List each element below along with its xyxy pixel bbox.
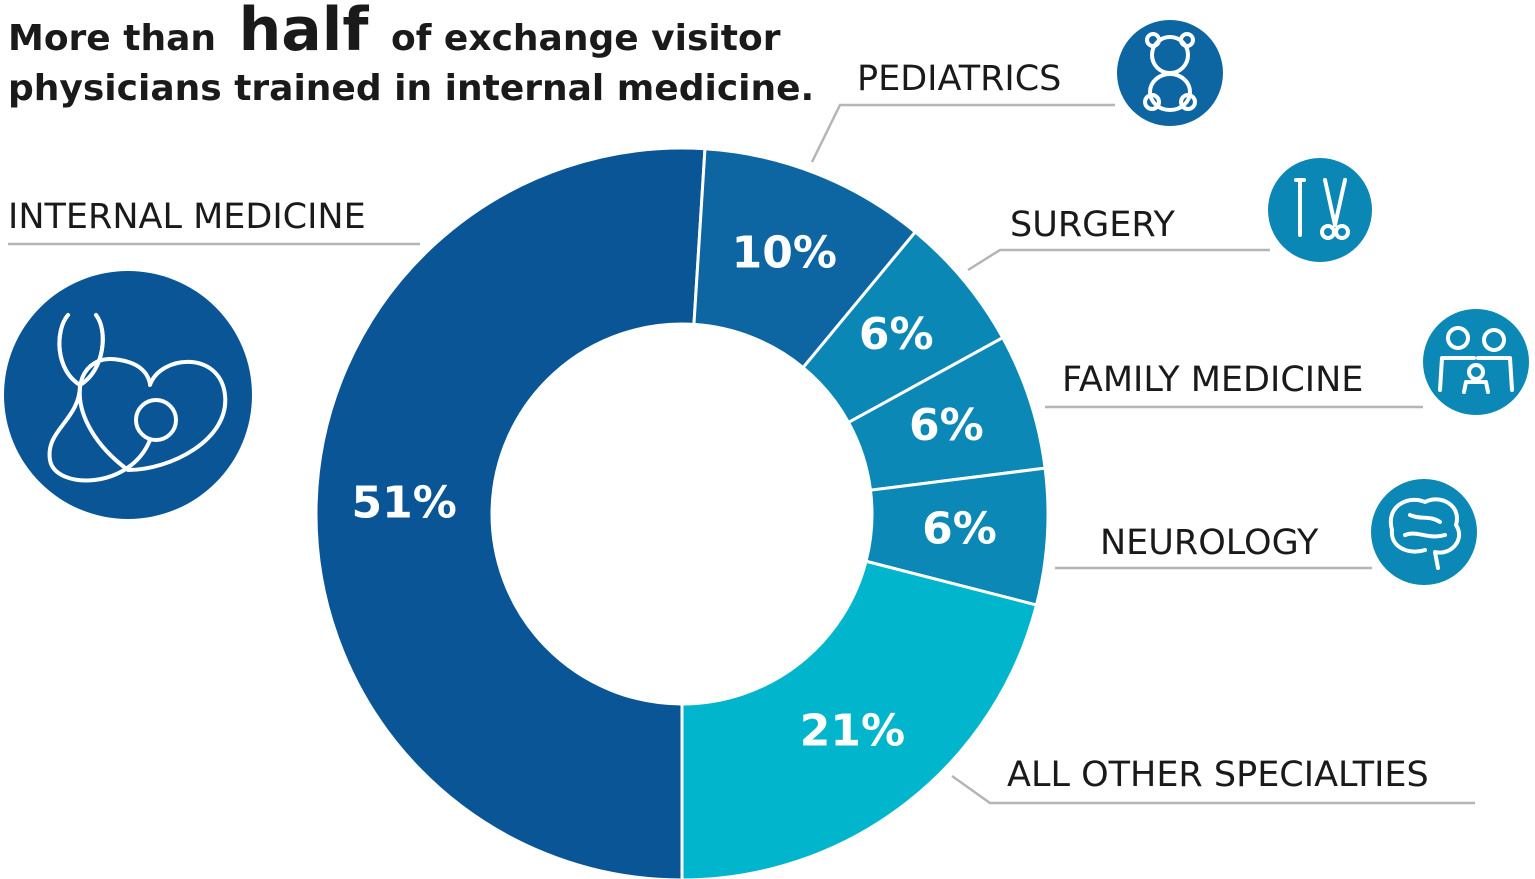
value-label: 51%	[351, 477, 456, 528]
icon-family	[1423, 309, 1529, 415]
value-label: 21%	[800, 706, 905, 757]
value-label: 6%	[859, 309, 934, 360]
category-label: FAMILY MEDICINE	[1062, 360, 1363, 400]
value-label: 6%	[909, 400, 984, 451]
category-label: PEDIATRICS	[857, 59, 1061, 99]
value-label: 6%	[922, 503, 997, 554]
leader-line	[951, 774, 1475, 805]
chart-title: More than half of exchange visitor	[8, 0, 781, 65]
donut-slice	[314, 146, 707, 879]
icon-teddy	[1117, 20, 1223, 126]
title-part: More than	[8, 18, 216, 59]
title-part: of exchange visitor	[391, 18, 781, 59]
icon-brain	[1371, 479, 1477, 585]
leader-line	[967, 248, 1270, 272]
icon-surgery	[1268, 158, 1372, 262]
category-label: NEUROLOGY	[1100, 523, 1319, 563]
category-label: INTERNAL MEDICINE	[8, 197, 366, 237]
icon-stethoscope	[4, 271, 252, 519]
category-label: ALL OTHER SPECIALTIES	[1007, 755, 1429, 795]
chart-title-line: physicians trained in internal medicine.	[8, 68, 814, 109]
donut-slice	[680, 559, 1039, 879]
category-label: SURGERY	[1010, 205, 1175, 245]
title-emphasis: half	[239, 0, 370, 65]
donut: 51% 10% 6% 6% 6% 21%	[314, 146, 1050, 879]
value-label: 10%	[732, 228, 837, 279]
leader-line	[810, 103, 1115, 163]
